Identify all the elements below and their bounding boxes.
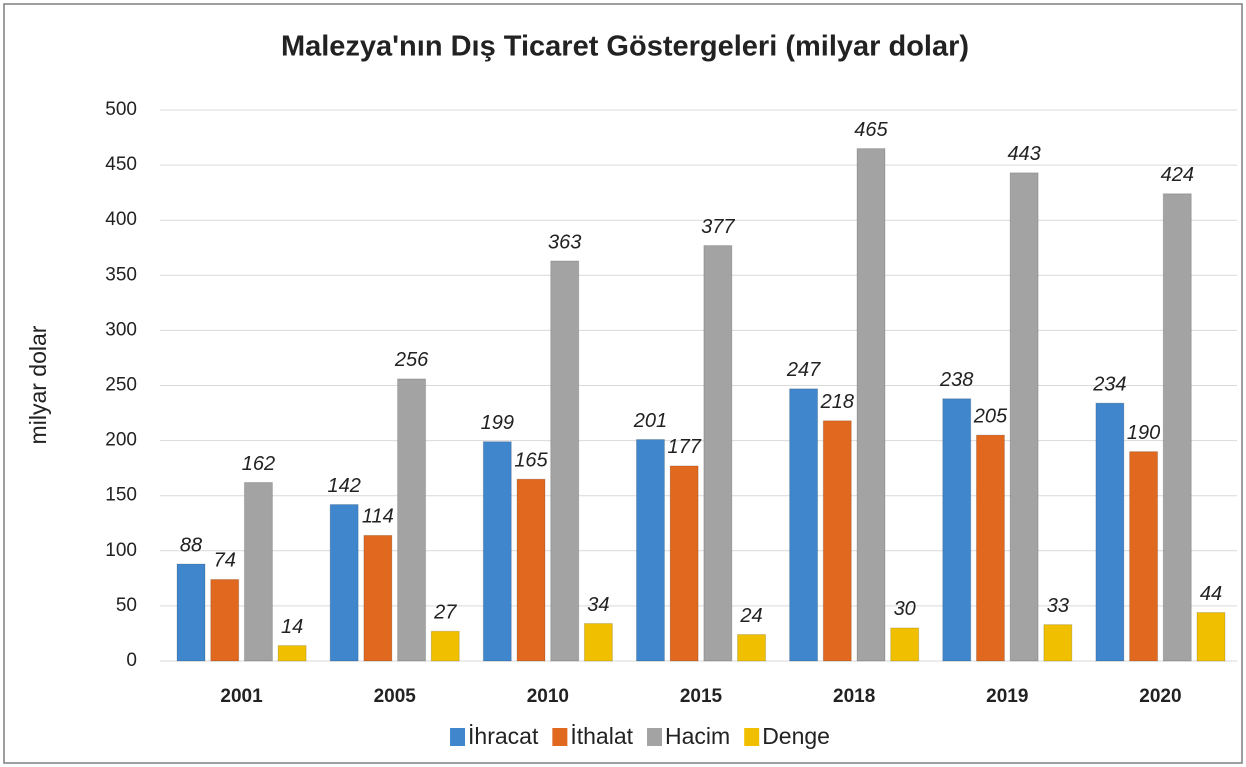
value-label: 218 [820, 391, 854, 413]
y-tick-label: 200 [105, 430, 137, 451]
legend-swatch [552, 728, 568, 746]
x-tick-label: 2001 [220, 686, 263, 707]
y-tick-label: 350 [105, 264, 137, 285]
legend-swatch [450, 728, 466, 746]
legend-swatch [647, 728, 663, 746]
value-label: 205 [973, 405, 1008, 427]
value-label: 165 [514, 449, 548, 471]
bar [856, 148, 886, 662]
bar [329, 504, 359, 662]
value-label: 114 [362, 506, 394, 528]
bar [635, 438, 665, 662]
value-label: 14 [281, 616, 303, 638]
value-label: 201 [633, 410, 667, 432]
value-label: 238 [939, 369, 973, 391]
chart-title: Malezya'nın Dış Ticaret Göstergeleri (mi… [281, 31, 969, 63]
value-label: 247 [786, 359, 821, 381]
bar [789, 388, 819, 662]
bar [430, 630, 460, 662]
legend-label: Hacim [665, 723, 730, 749]
value-label: 34 [587, 594, 609, 616]
value-label: 24 [739, 605, 762, 627]
value-label: 424 [1161, 164, 1194, 186]
bar [550, 260, 580, 662]
value-label: 142 [327, 475, 360, 497]
value-label: 234 [1092, 373, 1126, 395]
value-label: 44 [1200, 583, 1222, 605]
bar [1009, 172, 1039, 662]
value-label: 33 [1047, 595, 1069, 617]
bar [277, 645, 307, 662]
bar [210, 578, 240, 662]
bar [516, 478, 546, 662]
x-tick-label: 2010 [527, 686, 569, 707]
x-tick-label: 2018 [833, 686, 875, 707]
value-label: 377 [701, 216, 735, 238]
value-label: 465 [854, 119, 888, 141]
bar [176, 563, 206, 662]
value-label: 27 [433, 602, 457, 624]
bar [890, 627, 920, 662]
bar [1162, 193, 1192, 662]
bar [363, 534, 393, 662]
value-label: 443 [1007, 143, 1040, 165]
value-label: 162 [242, 453, 275, 475]
y-tick-label: 50 [116, 595, 137, 616]
value-label: 74 [214, 550, 236, 572]
value-label: 256 [394, 349, 429, 371]
y-tick-label: 450 [105, 154, 137, 175]
x-tick-label: 2019 [986, 686, 1028, 707]
bar [703, 245, 733, 662]
value-label: 177 [667, 436, 701, 458]
y-tick-label: 500 [105, 99, 137, 120]
y-tick-label: 100 [105, 540, 137, 561]
bar [737, 634, 767, 662]
bar [942, 398, 972, 662]
y-tick-label: 400 [105, 209, 137, 230]
bar [1196, 612, 1226, 662]
bar [975, 434, 1005, 662]
y-tick-label: 250 [105, 375, 137, 396]
y-tick-label: 0 [126, 650, 137, 671]
bar [1129, 451, 1159, 662]
bar [1043, 624, 1073, 662]
bar [397, 378, 427, 662]
bar [243, 481, 273, 662]
bar [669, 465, 699, 662]
x-tick-label: 2005 [374, 686, 417, 707]
bar [583, 623, 613, 662]
x-tick-label: 2015 [680, 686, 723, 707]
value-label: 190 [1127, 422, 1160, 444]
value-label: 30 [894, 598, 916, 620]
legend-swatch [744, 728, 760, 746]
legend-label: İhracat [468, 723, 539, 749]
legend-label: İthalat [570, 723, 633, 749]
bar [822, 420, 852, 662]
bar [482, 441, 512, 662]
y-tick-label: 150 [105, 485, 137, 506]
value-label: 199 [481, 412, 514, 434]
legend-label: Denge [762, 723, 830, 749]
x-tick-label: 2020 [1139, 686, 1181, 707]
bar [1095, 402, 1125, 662]
value-label: 363 [548, 231, 581, 253]
y-tick-label: 300 [105, 319, 137, 340]
value-label: 88 [180, 534, 202, 556]
y-axis-label: milyar dolar [25, 325, 51, 444]
